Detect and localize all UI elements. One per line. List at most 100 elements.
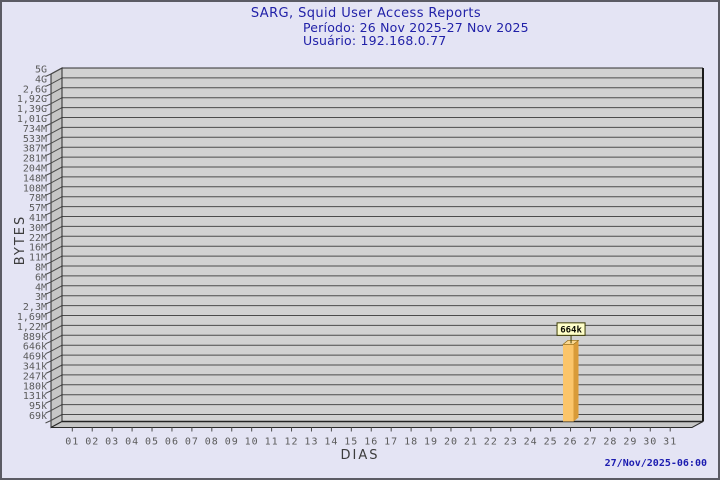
y-tick-label: 180k xyxy=(23,381,47,392)
y-tick-label: 8M xyxy=(35,263,47,274)
y-tick-mark xyxy=(45,231,52,236)
gridline-wall-segment xyxy=(50,374,63,382)
x-tick-label: 16 xyxy=(364,437,378,448)
y-tick-label: 469k xyxy=(23,352,47,363)
gridline-wall-segment xyxy=(50,136,63,144)
y-tick-mark xyxy=(45,212,52,216)
gridline-wall-segment xyxy=(50,206,63,214)
annotation-box xyxy=(556,322,586,336)
x-tick-label: 28 xyxy=(603,437,617,448)
y-tick-mark xyxy=(45,380,52,384)
y-tick-label: 148M xyxy=(23,173,47,184)
annotation-value-label: 664k xyxy=(560,326,582,336)
gridline-wall-segment xyxy=(50,344,63,352)
y-tick-label: 1,69M xyxy=(17,312,47,323)
x-tick-label: 25 xyxy=(544,437,558,448)
gridline-wall-segment xyxy=(50,126,63,134)
x-tick-label: 03 xyxy=(105,437,119,448)
y-tick-mark xyxy=(45,410,52,414)
y-tick-label: 1,92G xyxy=(17,94,47,105)
y-tick-mark xyxy=(45,113,52,117)
y-tick-mark xyxy=(45,93,52,97)
x-tick-label: 05 xyxy=(145,437,159,448)
y-tick-label: 889k xyxy=(23,332,47,343)
x-tick-label: 12 xyxy=(285,437,299,448)
x-tick-label: 08 xyxy=(205,437,219,448)
y-tick-label: 1,01G xyxy=(17,114,47,125)
plot-floor xyxy=(50,421,704,428)
y-tick-mark xyxy=(45,142,52,147)
y-tick-mark xyxy=(45,271,52,275)
x-tick-label: 13 xyxy=(304,437,318,448)
y-tick-label: 41M xyxy=(29,213,47,224)
y-tick-label: 1,22M xyxy=(17,322,47,333)
gridline-wall-segment xyxy=(50,87,63,95)
y-tick-label: 22M xyxy=(29,233,47,244)
y-tick-mark xyxy=(45,152,52,157)
bar-front-face xyxy=(563,344,574,422)
x-tick-label: 29 xyxy=(623,437,637,448)
y-tick-mark xyxy=(45,123,52,127)
y-tick-mark xyxy=(45,311,52,315)
y-tick-mark xyxy=(45,73,52,77)
gridline-wall-segment xyxy=(50,275,63,283)
gridline-wall-segment xyxy=(50,176,63,184)
y-tick-label: 11M xyxy=(29,253,47,264)
y-tick-mark xyxy=(45,83,52,87)
gridline-wall-segment xyxy=(50,255,63,263)
x-tick-label: 14 xyxy=(324,437,338,448)
x-axis-title: DIAS xyxy=(340,448,380,463)
gridline-wall-segment xyxy=(50,394,63,402)
y-tick-mark xyxy=(45,172,52,176)
y-tick-label: 3M xyxy=(35,292,47,303)
y-tick-label: 646k xyxy=(23,342,47,353)
gridline-wall-segment xyxy=(50,354,63,362)
y-tick-label: 247k xyxy=(23,371,47,382)
x-tick-label: 02 xyxy=(85,437,99,448)
y-tick-mark xyxy=(45,281,52,285)
y-tick-label: 734M xyxy=(23,124,47,135)
gridline-wall-segment xyxy=(50,216,63,223)
x-tick-label: 22 xyxy=(484,437,498,448)
y-tick-label: 30M xyxy=(29,223,47,234)
gridline-wall-segment xyxy=(50,245,63,253)
y-tick-mark xyxy=(45,222,52,226)
y-tick-mark xyxy=(45,182,52,186)
gridline-wall-segment xyxy=(50,156,63,164)
gridline-wall-segment xyxy=(50,225,63,233)
gridline-wall-segment xyxy=(50,67,63,75)
y-tick-mark xyxy=(45,251,52,256)
x-tick-label: 31 xyxy=(663,437,677,448)
x-tick-label: 24 xyxy=(524,437,538,448)
x-tick-label: 27 xyxy=(583,437,597,448)
y-tick-mark xyxy=(45,103,52,107)
gridline-wall-segment xyxy=(50,265,63,273)
bar-side-face xyxy=(573,340,579,422)
gridline-wall-segment xyxy=(50,285,63,293)
y-tick-mark xyxy=(45,261,52,266)
x-tick-label: 15 xyxy=(344,437,358,448)
y-tick-label: 4M xyxy=(35,282,47,293)
y-tick-mark xyxy=(45,340,52,345)
y-tick-label: 204M xyxy=(23,164,47,175)
y-tick-label: 2,3M xyxy=(23,302,47,313)
y-tick-mark xyxy=(45,132,52,137)
chart-title: SARG, Squid User Access Reports xyxy=(250,6,482,21)
chart-subtitle-period: Período: 26 Nov 2025-27 Nov 2025 xyxy=(303,20,529,35)
y-tick-label: 281M xyxy=(23,154,47,165)
y-tick-mark xyxy=(45,360,52,365)
y-tick-label: 6M xyxy=(35,272,47,283)
gridline-wall-segment xyxy=(50,384,63,392)
gridline-wall-segment xyxy=(50,235,63,243)
plot-side-wall xyxy=(50,67,63,429)
x-tick-label: 20 xyxy=(444,437,458,448)
chart-subtitle-user: Usuário: 192.168.0.77 xyxy=(303,33,447,48)
x-tick-label: 07 xyxy=(185,437,199,448)
x-tick-label: 04 xyxy=(125,437,139,448)
gridline-wall-segment xyxy=(50,414,63,421)
x-tick-label: 23 xyxy=(504,437,518,448)
gridline-wall-segment xyxy=(50,196,63,204)
gridline-wall-segment xyxy=(50,77,63,85)
generation-timestamp: 27/Nov/2025-06:00 xyxy=(604,458,707,469)
